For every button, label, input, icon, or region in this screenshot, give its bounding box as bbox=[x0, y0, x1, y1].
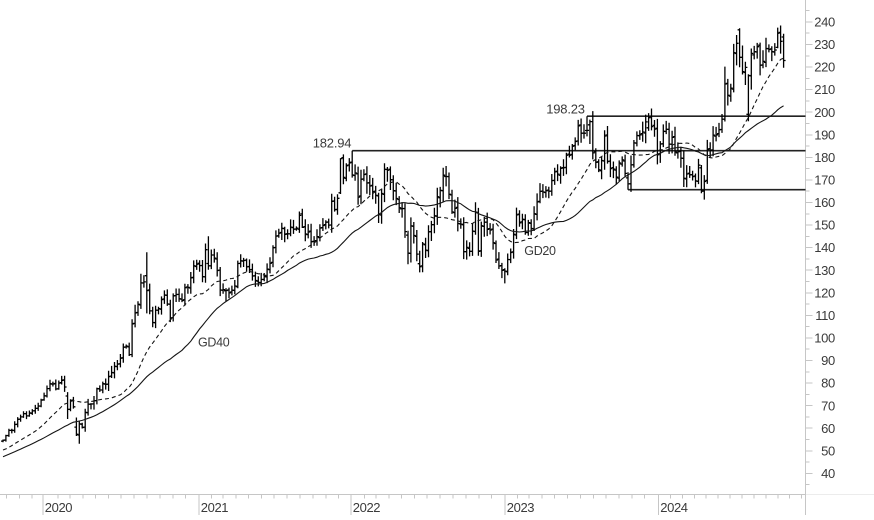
svg-text:70: 70 bbox=[821, 398, 835, 413]
svg-text:150: 150 bbox=[814, 218, 835, 233]
svg-text:170: 170 bbox=[814, 173, 835, 188]
svg-text:210: 210 bbox=[814, 82, 835, 97]
svg-text:160: 160 bbox=[814, 195, 835, 210]
svg-text:240: 240 bbox=[814, 15, 835, 30]
svg-text:2024: 2024 bbox=[660, 500, 687, 515]
svg-text:90: 90 bbox=[821, 353, 835, 368]
svg-text:130: 130 bbox=[814, 263, 835, 278]
svg-text:2021: 2021 bbox=[201, 500, 228, 515]
svg-text:GD20: GD20 bbox=[524, 244, 556, 258]
svg-text:2022: 2022 bbox=[353, 500, 380, 515]
svg-text:50: 50 bbox=[821, 443, 835, 458]
svg-text:140: 140 bbox=[814, 240, 835, 255]
svg-text:60: 60 bbox=[821, 421, 835, 436]
svg-text:100: 100 bbox=[814, 331, 835, 346]
svg-text:120: 120 bbox=[814, 285, 835, 300]
svg-text:198.23: 198.23 bbox=[546, 102, 585, 117]
svg-text:40: 40 bbox=[821, 466, 835, 481]
svg-text:2020: 2020 bbox=[45, 500, 72, 515]
svg-text:220: 220 bbox=[814, 60, 835, 75]
svg-text:2023: 2023 bbox=[507, 500, 534, 515]
svg-text:190: 190 bbox=[814, 127, 835, 142]
svg-text:182.94: 182.94 bbox=[313, 136, 352, 151]
svg-text:200: 200 bbox=[814, 105, 835, 120]
svg-text:110: 110 bbox=[815, 308, 835, 323]
svg-text:GD40: GD40 bbox=[198, 336, 230, 350]
svg-text:180: 180 bbox=[814, 150, 835, 165]
svg-text:80: 80 bbox=[821, 376, 835, 391]
svg-text:230: 230 bbox=[814, 37, 835, 52]
